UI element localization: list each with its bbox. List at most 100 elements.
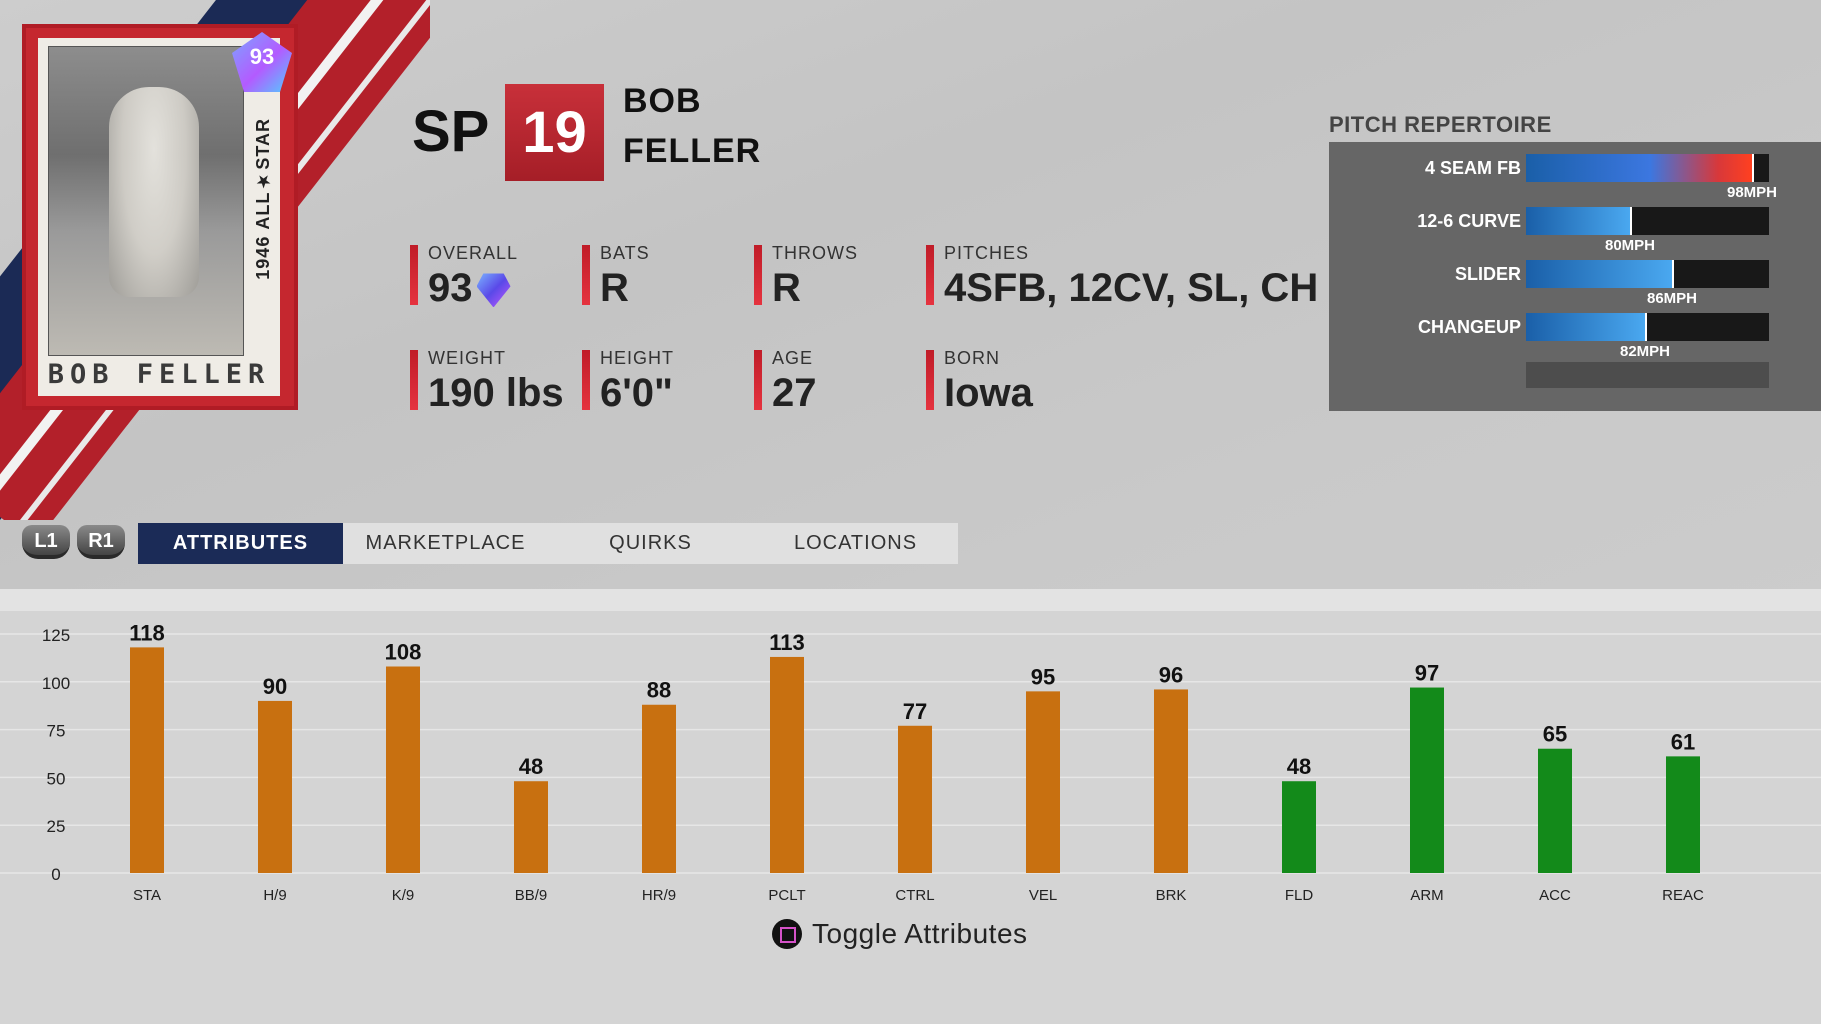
x-tick-label: HR/9 — [642, 887, 676, 904]
bar-value-label: 61 — [1671, 729, 1695, 754]
r1-button[interactable]: R1 — [77, 525, 125, 559]
toggle-attributes-label: Toggle Attributes — [812, 918, 1028, 949]
l1-button[interactable]: L1 — [22, 525, 70, 559]
bar-value-label: 113 — [769, 630, 805, 655]
bar — [642, 704, 676, 873]
x-tick-label: ARM — [1410, 887, 1443, 904]
pitch-speed-track — [1526, 260, 1769, 288]
player-card-inner: BOB FELLER 1946 ALL★STAR — [38, 38, 280, 396]
tab-locations[interactable]: LOCATIONS — [793, 532, 918, 554]
bar-value-label: 88 — [647, 678, 671, 703]
square-button-icon — [772, 919, 802, 949]
x-tick-label: STA — [133, 887, 161, 904]
stat-value: R — [600, 266, 629, 310]
chart-top-strip — [0, 589, 1821, 611]
pitch-repertoire-title: PITCH REPERTOIRE — [1329, 112, 1552, 137]
tab-marketplace[interactable]: MARKETPLACE — [365, 532, 526, 554]
player-first-name: BOB — [623, 82, 702, 120]
y-tick-label: 100 — [42, 674, 70, 693]
pitch-name: 12-6 CURVE — [1417, 211, 1521, 231]
x-tick-label: H/9 — [263, 887, 286, 904]
stat-label: THROWS — [772, 243, 858, 263]
pitch-speed-track — [1526, 313, 1769, 341]
bar-value-label: 118 — [129, 620, 165, 645]
bar — [898, 725, 932, 873]
stat-value: R — [772, 266, 801, 310]
stat-value: 6'0" — [600, 371, 673, 415]
x-tick-label: K/9 — [392, 887, 415, 904]
stat-label: HEIGHT — [600, 348, 675, 368]
pitch-speed-fill — [1526, 260, 1674, 288]
bar — [130, 647, 164, 873]
attributes-chart-svg: 0 25 50 75 100 125 118 STA 90 H/9 108 K/9 48 BB/9 88 HR… — [0, 620, 1821, 904]
pitch-row: SLIDER 86MPH — [1329, 254, 1821, 308]
stat-born: BORN Iowa — [926, 348, 1033, 416]
diamond-icon — [476, 273, 511, 308]
x-tick-label: BRK — [1156, 887, 1187, 904]
stat-label: AGE — [772, 348, 814, 368]
pitch-speed: 82MPH — [1619, 343, 1671, 360]
bar-value-label: 48 — [519, 754, 543, 779]
bar — [1282, 781, 1316, 873]
stat-throws: THROWS R — [754, 243, 858, 311]
stat-height: HEIGHT 6'0" — [582, 348, 674, 416]
stat-label: PITCHES — [944, 243, 1030, 263]
x-tick-label: ACC — [1539, 887, 1571, 904]
bar-value-label: 48 — [1287, 754, 1311, 779]
pitch-name: 4 SEAM FB — [1424, 158, 1521, 178]
bar-value-label: 77 — [903, 699, 927, 724]
x-tick-label: FLD — [1285, 887, 1314, 904]
bar — [770, 656, 804, 873]
pitch-row: CHANGEUP 82MPH — [1329, 307, 1821, 361]
card-series-label: 1946 ALL★STAR — [252, 118, 274, 280]
pitch-speed-track — [1526, 207, 1769, 235]
pitch-speed: 86MPH — [1646, 290, 1698, 307]
bar-value-label: 96 — [1159, 662, 1183, 687]
stat-label: WEIGHT — [428, 348, 506, 368]
player-photo — [48, 46, 244, 356]
pitch-repertoire-panel: 4 SEAM FB 98MPH 12-6 CURVE 80MPH SLIDER … — [1329, 142, 1821, 411]
pitch-speed-track — [1526, 154, 1769, 182]
pitch-speed-fill — [1526, 207, 1632, 235]
bar-value-label: 65 — [1543, 722, 1567, 747]
x-tick-label: BB/9 — [515, 887, 548, 904]
stat-bats: BATS R — [582, 243, 650, 311]
bar-value-label: 108 — [385, 640, 422, 665]
y-tick-label: 75 — [47, 722, 66, 741]
tab-quirks[interactable]: QUIRKS — [609, 532, 692, 554]
player-card: BOB FELLER 1946 ALL★STAR 93 — [22, 24, 298, 410]
player-position: SP — [412, 99, 490, 164]
bar — [258, 700, 292, 873]
pitch-name: CHANGEUP — [1417, 317, 1521, 337]
pitch-speed-fill — [1526, 154, 1754, 182]
toggle-attributes-prompt[interactable]: Toggle Attributes — [772, 918, 1028, 950]
stat-age: AGE 27 — [754, 348, 817, 416]
attributes-chart: 0 25 50 75 100 125 118 STA 90 H/9 108 K/9 48 BB/9 88 HR… — [0, 611, 1821, 1024]
player-last-name: FELLER — [623, 132, 762, 170]
bar-value-label: 97 — [1415, 661, 1439, 686]
tab-bar: ATTRIBUTES MARKETPLACE QUIRKS LOCATIONS — [138, 523, 958, 564]
bar — [1026, 691, 1060, 873]
stat-value: 27 — [772, 371, 817, 415]
y-tick-label: 50 — [47, 769, 66, 788]
stat-value: 190 lbs — [428, 371, 564, 415]
x-tick-label: VEL — [1029, 887, 1057, 904]
y-tick-label: 0 — [51, 865, 60, 884]
stat-value: 93 — [428, 266, 518, 311]
card-year: 1946 — [253, 235, 273, 280]
bar-value-label: 90 — [263, 674, 287, 699]
bar-value-label: 95 — [1031, 664, 1055, 689]
stat-value: 4SFB, 12CV, SL, CH — [944, 266, 1319, 310]
x-tick-label: REAC — [1662, 887, 1704, 904]
bar — [1666, 756, 1700, 873]
x-tick-label: CTRL — [895, 887, 934, 904]
stat-weight: WEIGHT 190 lbs — [410, 348, 564, 416]
pitch-row: 12-6 CURVE 80MPH — [1329, 201, 1821, 255]
pitch-speed: 80MPH — [1604, 237, 1656, 254]
pitch-speed: 98MPH — [1726, 184, 1778, 201]
bar — [1538, 748, 1572, 873]
tab-attributes[interactable]: ATTRIBUTES — [138, 523, 343, 564]
player-number: 19 — [505, 84, 604, 181]
stat-label: OVERALL — [428, 243, 519, 263]
player-figure — [109, 87, 199, 297]
